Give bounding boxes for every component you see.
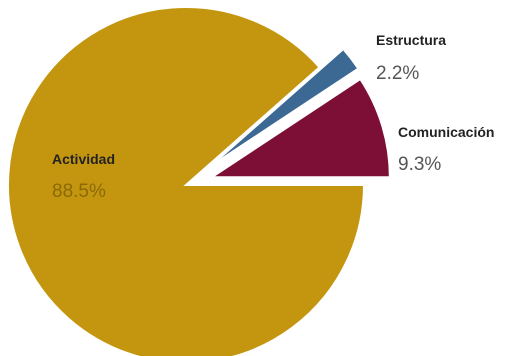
- pie-slice-actividad: [7, 6, 366, 356]
- pie-slice-comunicacion: [208, 77, 391, 179]
- slice-label-actividad: Actividad: [52, 151, 115, 167]
- slice-label-estructura: Estructura: [376, 32, 446, 48]
- slice-value-estructura: 2.2%: [376, 63, 419, 84]
- slice-label-comunicacion: Comunicación: [398, 124, 494, 140]
- slice-value-actividad: 88.5%: [52, 181, 106, 202]
- slice-value-comunicacion: 9.3%: [398, 154, 441, 175]
- pie-slice-estructura: [209, 47, 360, 168]
